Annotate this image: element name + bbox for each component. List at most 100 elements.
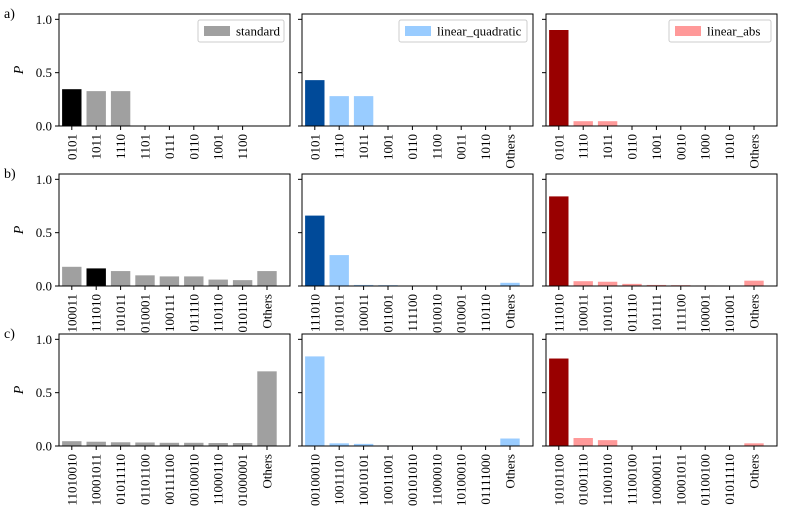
axes-frame xyxy=(545,173,778,287)
bar xyxy=(62,89,82,126)
panel-1-1: 111010 101011 100011 011001 111100 010010 0100… xyxy=(298,173,534,333)
x-tick-label: 10011101 xyxy=(332,454,347,505)
x-tick-label: 101001 xyxy=(722,294,737,333)
bar xyxy=(110,271,131,286)
x-tick-label: 10000011 xyxy=(649,454,664,506)
axes-frame xyxy=(545,13,778,127)
x-tick-label: 11000010 xyxy=(429,454,444,506)
x-tick-label: 1010 xyxy=(722,134,737,160)
x-tick-label: Others xyxy=(503,454,518,489)
legend: linear_quadratic xyxy=(398,19,528,43)
bar xyxy=(62,441,82,446)
x-tick-label: 111100 xyxy=(673,294,688,332)
x-tick-label: Others xyxy=(747,454,762,489)
legend-frame xyxy=(398,19,528,43)
bar xyxy=(159,442,180,446)
x-tick-label: 0110 xyxy=(186,134,201,160)
x-tick-label: 100001 xyxy=(698,294,713,333)
y-tick-label: 0.0 xyxy=(36,279,52,294)
x-tick-label: 011001 xyxy=(381,294,396,333)
x-tick-label: 01011110 xyxy=(113,454,128,505)
bar xyxy=(86,441,106,446)
bar xyxy=(135,275,155,286)
bar xyxy=(62,266,82,286)
bar xyxy=(353,284,374,286)
panel-2-1: 00100010 10011101 10010101 10011001 00101010… xyxy=(298,333,534,506)
x-tick-label: 00100010 xyxy=(186,454,201,506)
x-tick-label: 10010101 xyxy=(356,454,371,506)
x-tick-label: 110110 xyxy=(211,294,226,332)
legend-label: linear_quadratic xyxy=(437,24,522,39)
x-tick-label: 10100010 xyxy=(454,454,469,506)
bar xyxy=(549,30,569,126)
axes-frame xyxy=(58,13,291,127)
x-tick-label: 1011 xyxy=(356,134,371,160)
x-tick-label: 01011110 xyxy=(722,454,737,505)
x-tick-label: 011110 xyxy=(625,294,640,332)
x-tick-label: 0101 xyxy=(307,134,322,160)
x-tick-label: 011110 xyxy=(186,294,201,332)
x-tick-label: 10101100 xyxy=(551,454,566,506)
bar xyxy=(573,438,593,446)
legend-swatch xyxy=(405,26,431,36)
bar xyxy=(646,284,667,286)
x-tick-label: Others xyxy=(503,294,518,329)
x-tick-label: 10011001 xyxy=(381,454,396,506)
x-tick-label: 01100100 xyxy=(698,454,713,506)
bar xyxy=(110,442,131,446)
legend-swatch xyxy=(204,26,230,36)
panel-1-2: 111010 100011 101011 011110 101111 111100 1000… xyxy=(542,173,778,333)
x-tick-label: 101111 xyxy=(649,294,664,332)
bar xyxy=(500,282,520,286)
legend-label: linear_abs xyxy=(707,24,760,39)
x-tick-label: 111100 xyxy=(405,294,420,332)
panel-2-2: 10101100 01001110 11001010 11100100 10000011… xyxy=(542,333,778,506)
bar xyxy=(597,281,618,286)
bar xyxy=(573,121,593,126)
x-tick-label: 0101 xyxy=(551,134,566,160)
x-tick-label: 010010 xyxy=(429,294,444,333)
x-tick-label: 1001 xyxy=(381,134,396,160)
bar xyxy=(329,443,349,446)
x-tick-label: 111010 xyxy=(307,294,322,332)
x-tick-label: 0010 xyxy=(673,134,688,160)
x-tick-label: 1000 xyxy=(698,134,713,160)
legend-frame xyxy=(668,19,772,43)
y-tick-label: 1.0 xyxy=(36,12,52,27)
x-tick-label: 1001 xyxy=(649,134,664,160)
axes-frame xyxy=(58,333,291,447)
legend: linear_abs xyxy=(668,19,772,43)
x-tick-label: 01101100 xyxy=(138,454,153,505)
x-tick-label: 11010010 xyxy=(64,454,79,506)
bar xyxy=(329,255,349,286)
bar xyxy=(208,279,228,286)
legend-frame xyxy=(197,19,285,43)
bar xyxy=(549,358,569,446)
bar xyxy=(329,96,349,126)
panel-2-0: 11010010 10001011 01011110 01101100 00111100… xyxy=(4,327,291,506)
legend-swatch xyxy=(675,26,701,36)
x-tick-label: 100111 xyxy=(162,294,177,332)
x-tick-label: 100011 xyxy=(576,294,591,333)
x-tick-label: Others xyxy=(747,294,762,329)
x-tick-label: 100011 xyxy=(356,294,371,333)
x-tick-label: 1011 xyxy=(89,134,104,160)
bar xyxy=(86,268,106,286)
x-tick-label: 10001011 xyxy=(89,454,104,506)
axes-frame xyxy=(301,173,534,287)
y-tick-label: 0.5 xyxy=(36,385,52,400)
x-tick-label: 111010 xyxy=(89,294,104,332)
y-tick-label: 0.5 xyxy=(36,65,52,80)
x-tick-label: 1010 xyxy=(478,134,493,160)
row-label: a) xyxy=(4,7,15,22)
bar xyxy=(159,276,180,286)
y-tick-label: 0.5 xyxy=(36,225,52,240)
x-tick-label: 11001010 xyxy=(600,454,615,506)
x-tick-label: 10001011 xyxy=(673,454,688,506)
y-tick-label: 1.0 xyxy=(36,332,52,347)
x-tick-label: 11000110 xyxy=(211,454,226,505)
y-axis-label: P xyxy=(12,65,27,75)
x-tick-label: 0101 xyxy=(64,134,79,160)
x-tick-label: 01001110 xyxy=(576,454,591,505)
x-tick-label: Others xyxy=(503,134,518,169)
